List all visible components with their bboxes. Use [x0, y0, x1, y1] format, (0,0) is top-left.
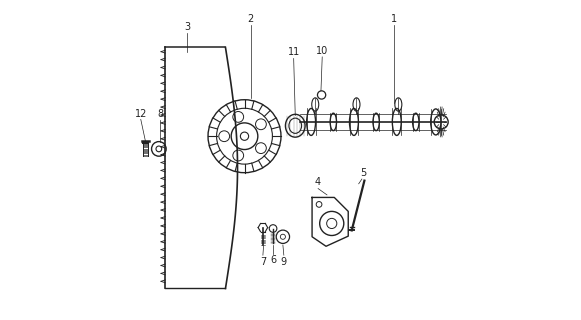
Text: 11: 11 [288, 47, 300, 57]
Text: 4: 4 [315, 177, 321, 187]
Text: 10: 10 [316, 45, 328, 56]
Text: 1: 1 [390, 14, 397, 24]
Text: 12: 12 [135, 109, 147, 119]
Text: 6: 6 [270, 255, 276, 265]
Text: 9: 9 [281, 257, 287, 267]
Text: 8: 8 [157, 109, 163, 119]
Text: 2: 2 [248, 14, 254, 24]
Text: 3: 3 [184, 22, 191, 32]
Text: 7: 7 [260, 257, 266, 267]
Text: 5: 5 [360, 168, 367, 178]
